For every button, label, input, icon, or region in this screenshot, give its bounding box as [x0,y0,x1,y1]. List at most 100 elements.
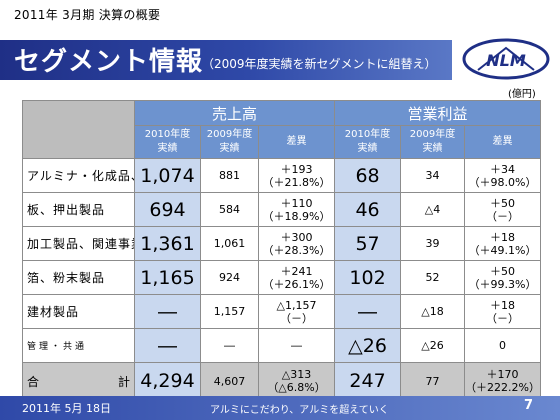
profit-diff-pct: （＋222.2%） [465,381,541,394]
profit-2010: 46 [334,192,402,227]
title-bar [0,40,452,80]
profit-diff: ＋50 （－） [464,192,542,227]
sales-2010: ― [134,328,201,363]
sales-diff-value: △1,157 [276,298,317,312]
segment-name: 箔、粉末製品 [22,260,135,295]
table-row: 管理・共通 ― ― ― △26 △26 0 [22,328,542,363]
sales-2009: ― [200,328,259,363]
subheader-cell: 2010年度 実績 [134,125,201,159]
sales-diff: ― [257,328,336,363]
profit-diff-value: ＋18 [490,230,516,244]
table-corner [22,100,135,159]
sales-diff-pct: （＋18.9%） [262,209,331,223]
page-number: 7 [524,398,534,413]
profit-diff: ＋170 （＋222.2%） [464,362,542,400]
footer-slogan: アルミにこだわり、アルミを超えていく [210,405,389,416]
header-sales: 売上高 [133,100,336,126]
profit-diff-value: ＋18 [490,298,516,312]
sales-2010: 1,165 [134,260,201,295]
profit-diff: ＋18 （－） [464,294,542,329]
header-operating-profit: 営業利益 [334,100,542,126]
segment-name: アルミナ・化成品、地 金 [22,158,135,193]
profit-diff-pct: （－） [486,311,520,325]
sales-2009: 1,157 [200,294,259,329]
subheader-cell: 差異 [464,125,542,159]
table-row: 加工製品、関連事業 1,361 1,061 ＋300 （＋28.3%） 57 39 ＋18 （＋… [22,226,542,261]
sales-diff-value: ― [291,339,303,352]
table-row: 建材製品 ― 1,157 △1,157 （－） ― △18 ＋18 （－） [22,294,542,329]
subheader-cell: 差異 [257,125,336,159]
sales-diff-pct: （△6.8%） [267,381,326,394]
sales-diff-value: ＋300 [280,230,313,244]
profit-2010: 57 [334,226,402,261]
segment-name: 管理・共通 [22,328,135,363]
sales-diff-value: ＋110 [280,196,313,210]
page-subtitle: （2009年度実績を新セグメントに組替え） [202,57,437,71]
profit-diff-pct: （＋49.1%） [468,243,537,257]
segment-table: 売上高 営業利益 2010年度 実績 2009年度 実績 差異 2010年度 実績 20… [22,100,542,400]
sales-2009: 1,061 [200,226,259,261]
profit-diff-value: ＋50 [490,264,516,278]
sales-diff-value: ＋193 [280,162,313,176]
profit-2009: △26 [400,328,466,363]
sales-diff: △313 （△6.8%） [257,362,336,400]
profit-diff-value: ＋50 [490,196,516,210]
sales-diff: ＋110 （＋18.9%） [257,192,336,227]
sales-diff-pct: （＋21.8%） [262,175,331,189]
sales-diff: ＋193 （＋21.8%） [257,158,336,193]
profit-2010: 102 [334,260,402,295]
profit-diff-value: ＋34 [490,162,516,176]
profit-diff-pct: （＋98.0%） [468,175,537,189]
logo-text: NLM [486,51,526,70]
sales-2009: 584 [200,192,259,227]
segment-name: 合 計 [22,362,135,400]
sales-diff-pct: （－） [280,311,314,325]
table-body: アルミナ・化成品、地 金1,074881＋193（＋21.8%）6834＋34（… [22,158,542,400]
profit-diff-value: ＋170 [486,368,519,381]
profit-diff: ＋34 （＋98.0%） [464,158,542,193]
profit-diff-pct: （－） [486,209,520,223]
sales-2010: 694 [134,192,201,227]
table-row: アルミナ・化成品、地 金1,074881＋193（＋21.8%）6834＋34（… [22,158,542,193]
report-period: 2011年 3月期 決算の概要 [14,8,161,22]
subheader-cell: 2010年度 実績 [334,125,402,159]
sales-2010: 4,294 [134,362,201,400]
footer-bar [0,396,560,420]
profit-2009: 34 [400,158,466,193]
segment-name: 建材製品 [22,294,135,329]
segment-name: 板、押出製品 [22,192,135,227]
total-row: 合 計 4,294 4,607 △313 （△6.8%） 247 77 ＋170 （＋222.2… [22,362,542,400]
unit-label: (億円) [508,89,536,100]
sales-2009: 881 [200,158,259,193]
company-logo: NLM [462,38,550,80]
profit-2010: 68 [334,158,402,193]
sales-diff-pct: （＋26.1%） [262,277,331,291]
sales-diff: △1,157 （－） [257,294,336,329]
sales-2010: 1,074 [134,158,201,193]
sales-diff-value: △313 [281,368,312,381]
profit-2009: 52 [400,260,466,295]
table-row: 箔、粉末製品 1,165 924 ＋241 （＋26.1%） 102 52 ＋50 （＋99.3… [22,260,542,295]
table-row: 板、押出製品 694 584 ＋110 （＋18.9%） 46 △4 ＋50 （－） [22,192,542,227]
sales-2010: ― [134,294,201,329]
segment-name: 加工製品、関連事業 [22,226,135,261]
profit-2009: △18 [400,294,466,329]
profit-2010: ― [334,294,402,329]
subheader-cell: 2009年度 実績 [400,125,466,159]
page-title: セグメント情報 [14,47,204,77]
subheader-cell: 2009年度 実績 [200,125,259,159]
sales-2010: 1,361 [134,226,201,261]
profit-diff: ＋18 （＋49.1%） [464,226,542,261]
profit-diff-pct: （＋99.3%） [468,277,537,291]
sales-2009: 924 [200,260,259,295]
profit-2009: △4 [400,192,466,227]
profit-2009: 77 [400,362,466,400]
footer-date: 2011年 5月 18日 [22,402,111,415]
sales-diff-value: ＋241 [280,264,313,278]
sales-diff-pct: （＋28.3%） [262,243,331,257]
profit-2010: 247 [334,362,402,400]
sales-diff: ＋241 （＋26.1%） [257,260,336,295]
subheader-row: 2010年度 実績 2009年度 実績 差異 2010年度 実績 2009年度 実績 差異 [23,125,542,159]
sales-2009: 4,607 [200,362,259,400]
profit-2009: 39 [400,226,466,261]
